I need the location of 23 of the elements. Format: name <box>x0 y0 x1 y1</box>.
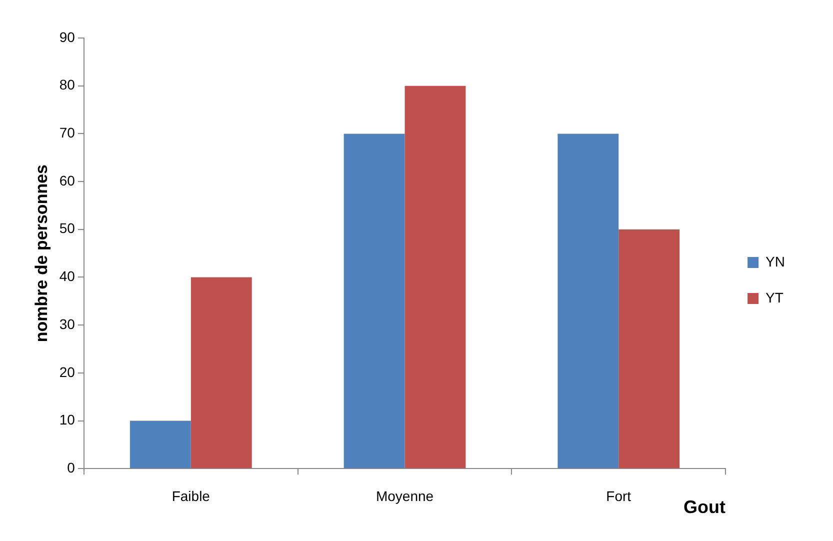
x-tick-label: Moyenne <box>376 488 434 504</box>
bar <box>344 134 405 468</box>
bar <box>558 134 619 468</box>
y-tick-label: 80 <box>59 76 76 93</box>
bar <box>618 229 680 468</box>
x-tick-label: Faible <box>172 488 210 504</box>
y-tick-label: 40 <box>59 268 76 284</box>
legend-label: YT <box>766 289 784 306</box>
bar <box>404 86 466 468</box>
bar <box>190 277 252 468</box>
y-tick-label: 10 <box>59 412 76 428</box>
y-tick-label: 50 <box>59 220 76 236</box>
legend-label: YN <box>766 253 786 270</box>
y-tick-label: 90 <box>59 28 76 45</box>
y-tick-label: 60 <box>59 172 76 188</box>
y-tick-label: 20 <box>59 364 76 380</box>
y-tick-label: 0 <box>67 459 76 476</box>
y-tick-label: 70 <box>59 124 76 141</box>
y-tick-label: 30 <box>59 316 76 332</box>
y-axis-title: nombre de personnes <box>32 164 51 342</box>
bar <box>130 420 191 468</box>
x-axis-title: Gout <box>684 497 726 518</box>
x-tick-label: Fort <box>606 488 632 504</box>
